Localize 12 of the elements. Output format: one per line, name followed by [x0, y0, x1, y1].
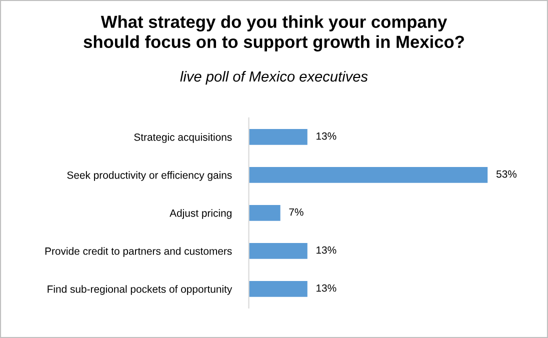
chart-title: What strategy do you think your company should focus on to support growth in Mexico?	[84, 15, 464, 52]
y-tick-label: Strategic acquisitions	[134, 133, 232, 143]
data-label: 53%	[496, 170, 517, 178]
y-tick-label: Find sub-regional pockets of opportunity	[48, 285, 232, 295]
chart-subtitle: live poll of Mexico executives	[180, 70, 368, 85]
y-tick-label: Seek productivity or efficiency gains	[67, 171, 232, 181]
data-label: 7%	[289, 208, 304, 216]
data-label: 13%	[316, 246, 336, 254]
y-tick-label: Provide credit to partners and customers	[45, 247, 232, 257]
y-tick-label: Adjust pricing	[170, 209, 232, 219]
data-label: 13%	[316, 284, 336, 292]
data-label: 13%	[316, 132, 336, 140]
